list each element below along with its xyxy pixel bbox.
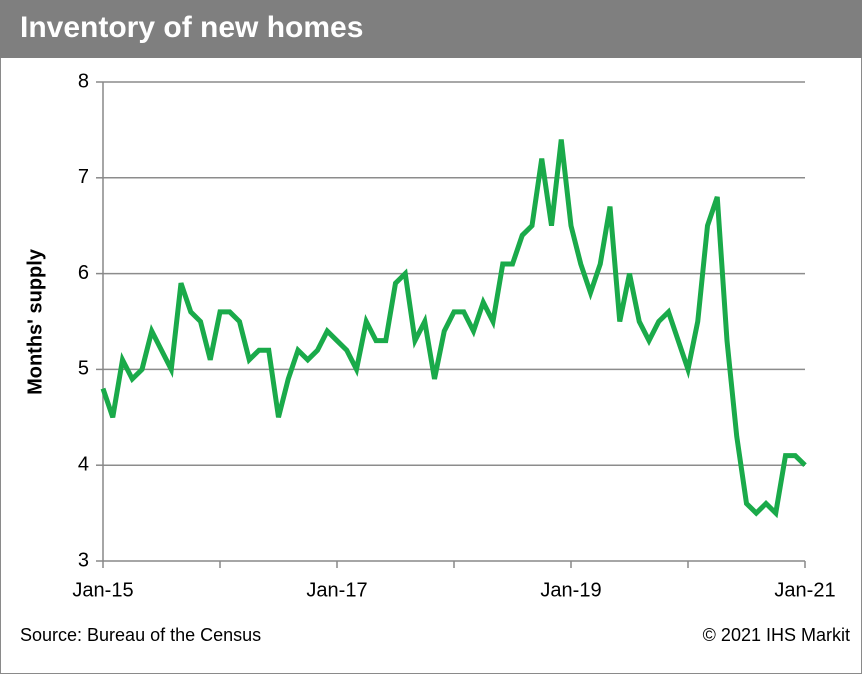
chart-title: Inventory of new homes bbox=[20, 11, 363, 44]
y-tick-label: 4 bbox=[78, 453, 89, 475]
x-tick-label: Jan-21 bbox=[774, 579, 835, 601]
y-tick-label: 3 bbox=[78, 549, 89, 571]
header-bar bbox=[0, 0, 862, 58]
data-line bbox=[100, 139, 807, 519]
x-tick-label: Jan-17 bbox=[306, 579, 367, 601]
y-tick-label: 6 bbox=[78, 262, 89, 284]
y-axis-label: Months' supply bbox=[24, 248, 46, 395]
y-tick-label: 5 bbox=[78, 358, 89, 380]
x-tick-label: Jan-15 bbox=[72, 579, 133, 601]
y-tick-label: 7 bbox=[78, 166, 89, 188]
source-note: Source: Bureau of the Census bbox=[20, 625, 261, 645]
y-tick-label: 8 bbox=[78, 70, 89, 92]
x-tick-label: Jan-19 bbox=[540, 579, 601, 601]
copyright-note: © 2021 IHS Markit bbox=[703, 625, 850, 645]
